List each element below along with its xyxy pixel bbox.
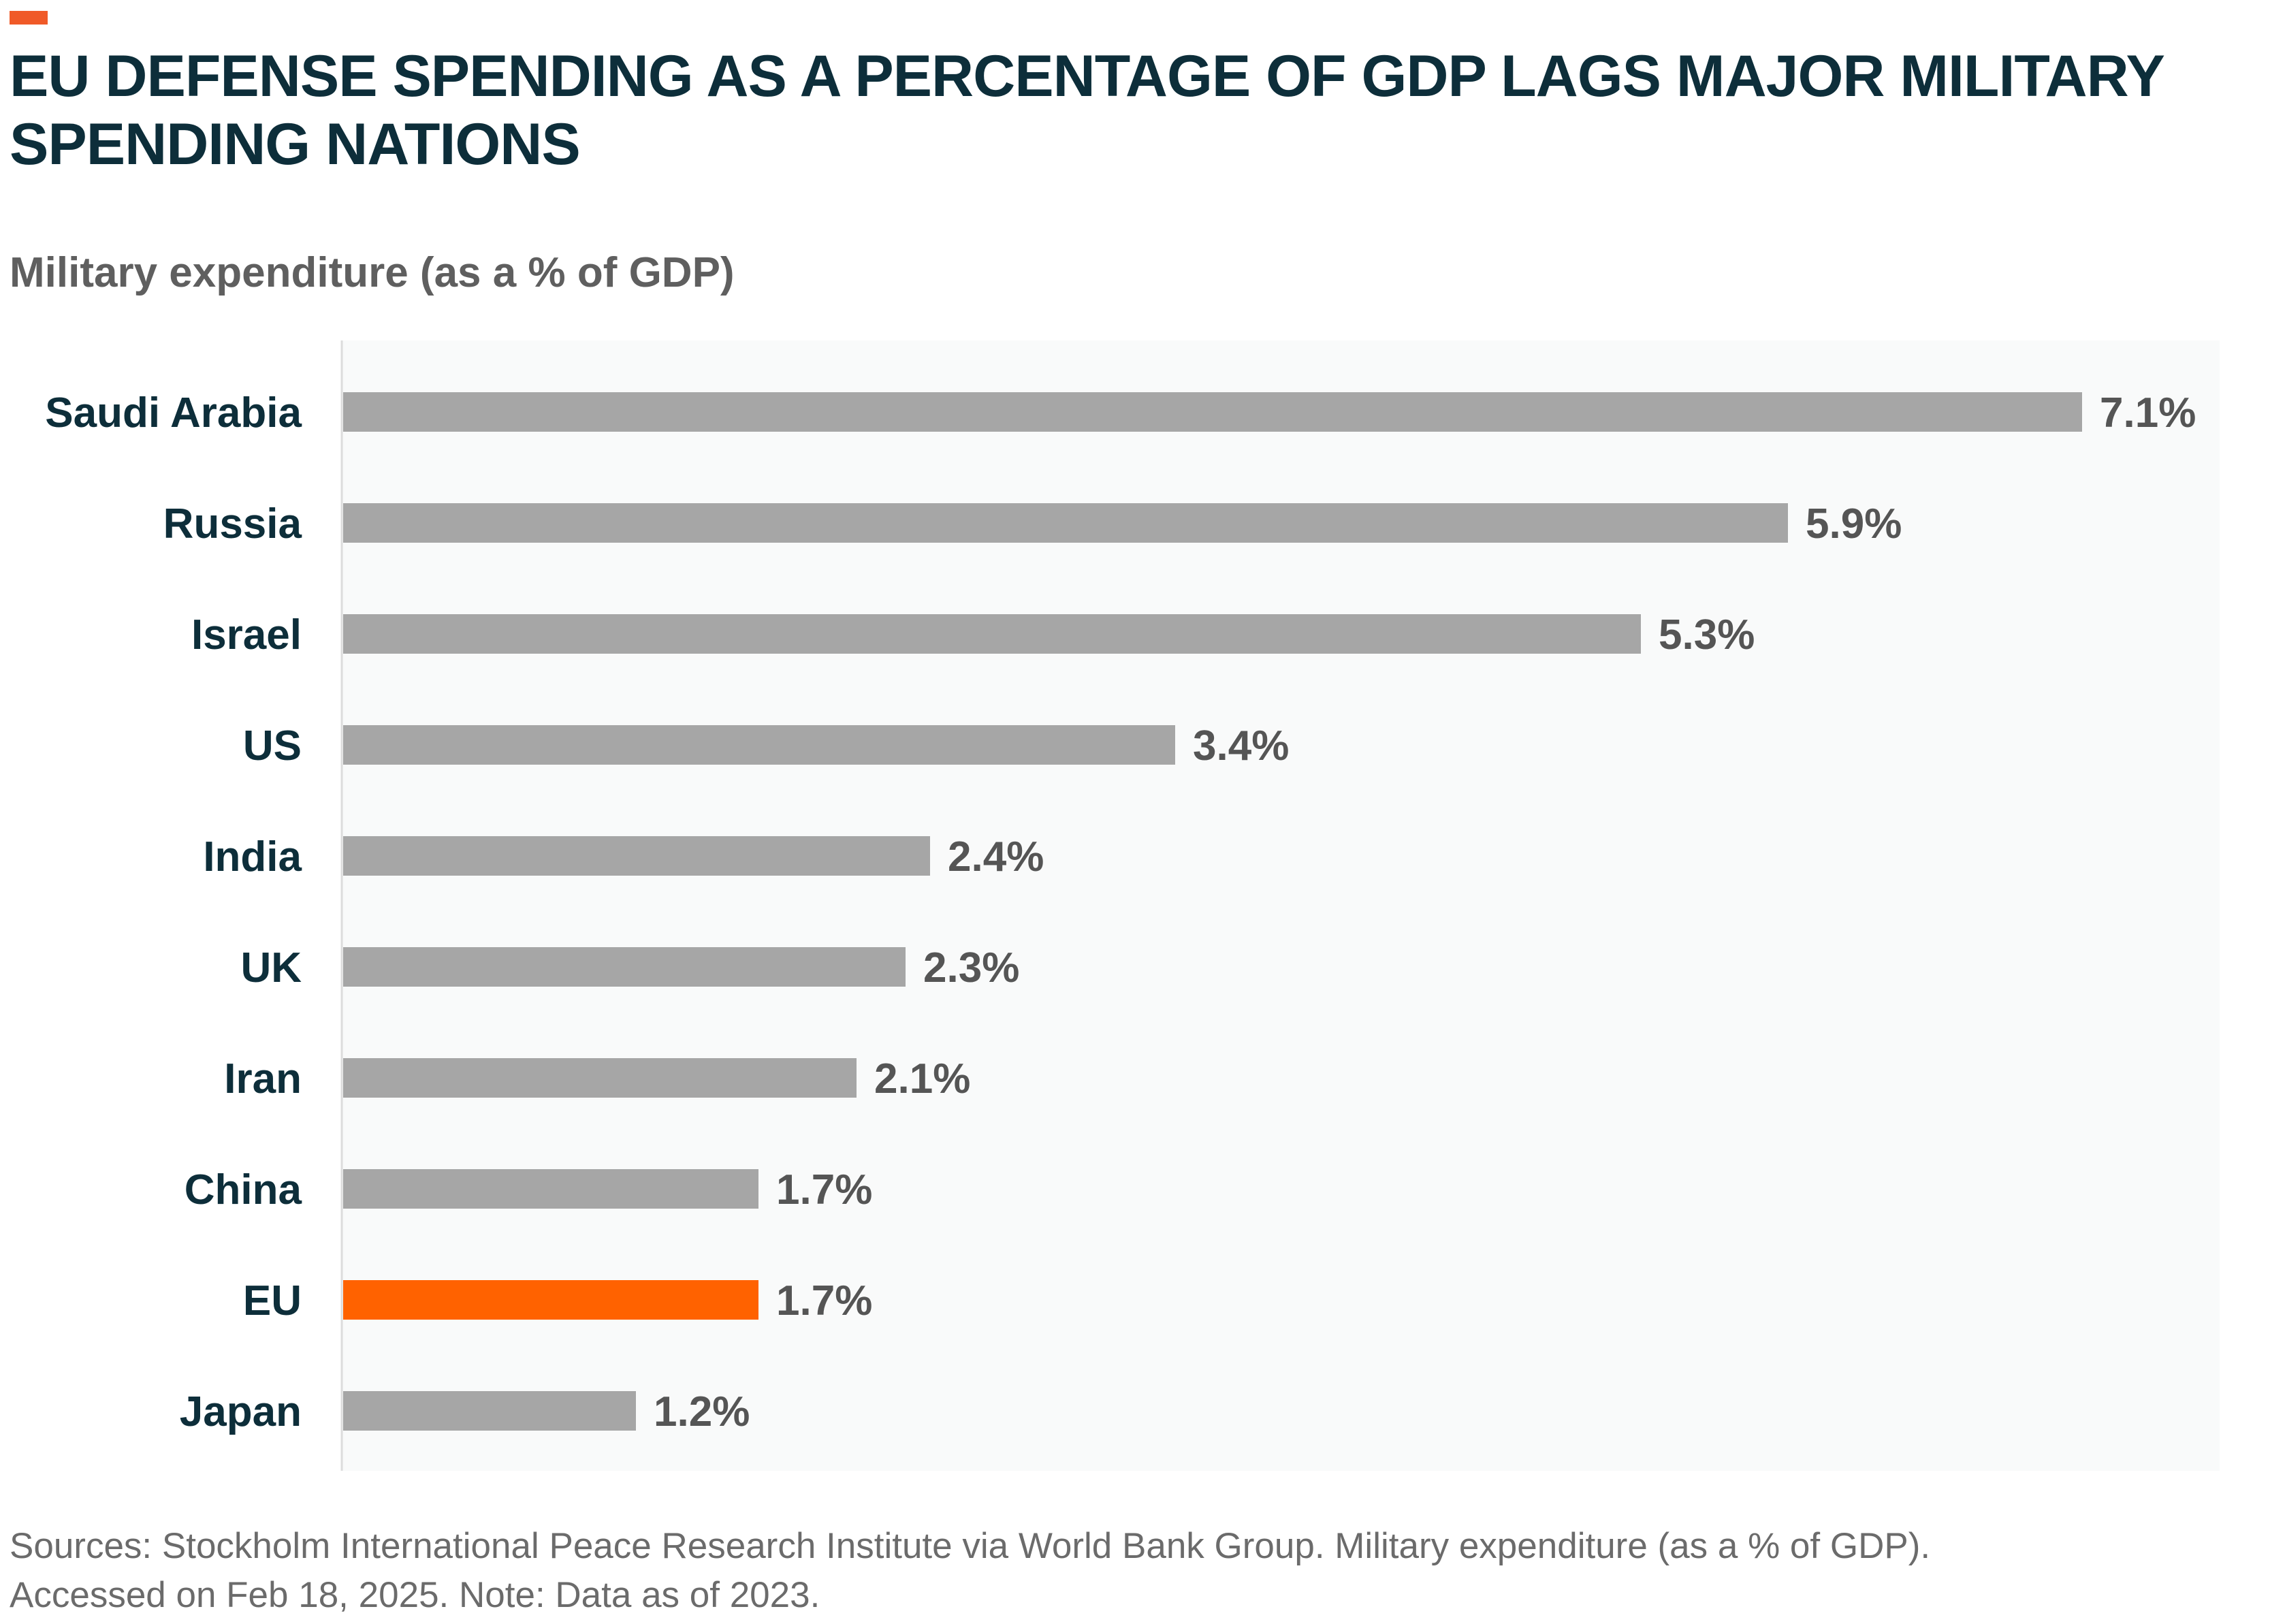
category-label-us: US: [243, 722, 302, 769]
source-line-1: Sources: Stockholm International Peace R…: [10, 1526, 1931, 1566]
category-label-israel: Israel: [191, 611, 302, 658]
value-label-india: 2.4%: [948, 833, 1044, 880]
value-label-china: 1.7%: [776, 1166, 872, 1213]
category-label-india: India: [203, 833, 302, 880]
category-label-japan: Japan: [180, 1388, 302, 1435]
value-label-uk: 2.3%: [923, 944, 1019, 991]
bar-eu: [343, 1280, 758, 1320]
value-label-eu: 1.7%: [776, 1277, 872, 1324]
bar-russia: [343, 503, 1788, 543]
bar-us: [343, 725, 1175, 765]
bar-china: [343, 1169, 758, 1209]
value-label-saudi-arabia: 7.1%: [2100, 389, 2196, 436]
category-label-eu: EU: [243, 1277, 302, 1324]
value-label-russia: 5.9%: [1806, 500, 1902, 547]
value-label-japan: 1.2%: [654, 1388, 750, 1435]
chart-subtitle: Military expenditure (as a % of GDP): [10, 249, 735, 296]
accent-bar: [10, 11, 48, 25]
bar-chart: Saudi Arabia 7.1% Russia 5.9% Israel 5.3% US 3.…: [45, 340, 2196, 1471]
category-label-china: China: [185, 1166, 302, 1213]
source-line-2: Accessed on Feb 18, 2025. Note: Data as …: [10, 1575, 820, 1615]
value-label-us: 3.4%: [1193, 722, 1289, 769]
chart-title: EU DEFENSE SPENDING AS A PERCENTAGE OF G…: [10, 44, 2164, 177]
value-label-israel: 5.3%: [1659, 611, 1755, 658]
bar-india: [343, 836, 930, 876]
bar-japan: [343, 1391, 636, 1431]
category-label-uk: UK: [240, 944, 302, 991]
bar-uk: [343, 947, 906, 987]
bar-saudi-arabia: [343, 392, 2082, 432]
category-label-saudi-arabia: Saudi Arabia: [45, 389, 302, 436]
category-label-iran: Iran: [224, 1055, 302, 1102]
value-label-iran: 2.1%: [874, 1055, 970, 1102]
category-label-russia: Russia: [163, 500, 302, 547]
bar-iran: [343, 1058, 857, 1098]
source-note: Sources: Stockholm International Peace R…: [10, 1522, 2222, 1620]
bar-israel: [343, 614, 1641, 654]
